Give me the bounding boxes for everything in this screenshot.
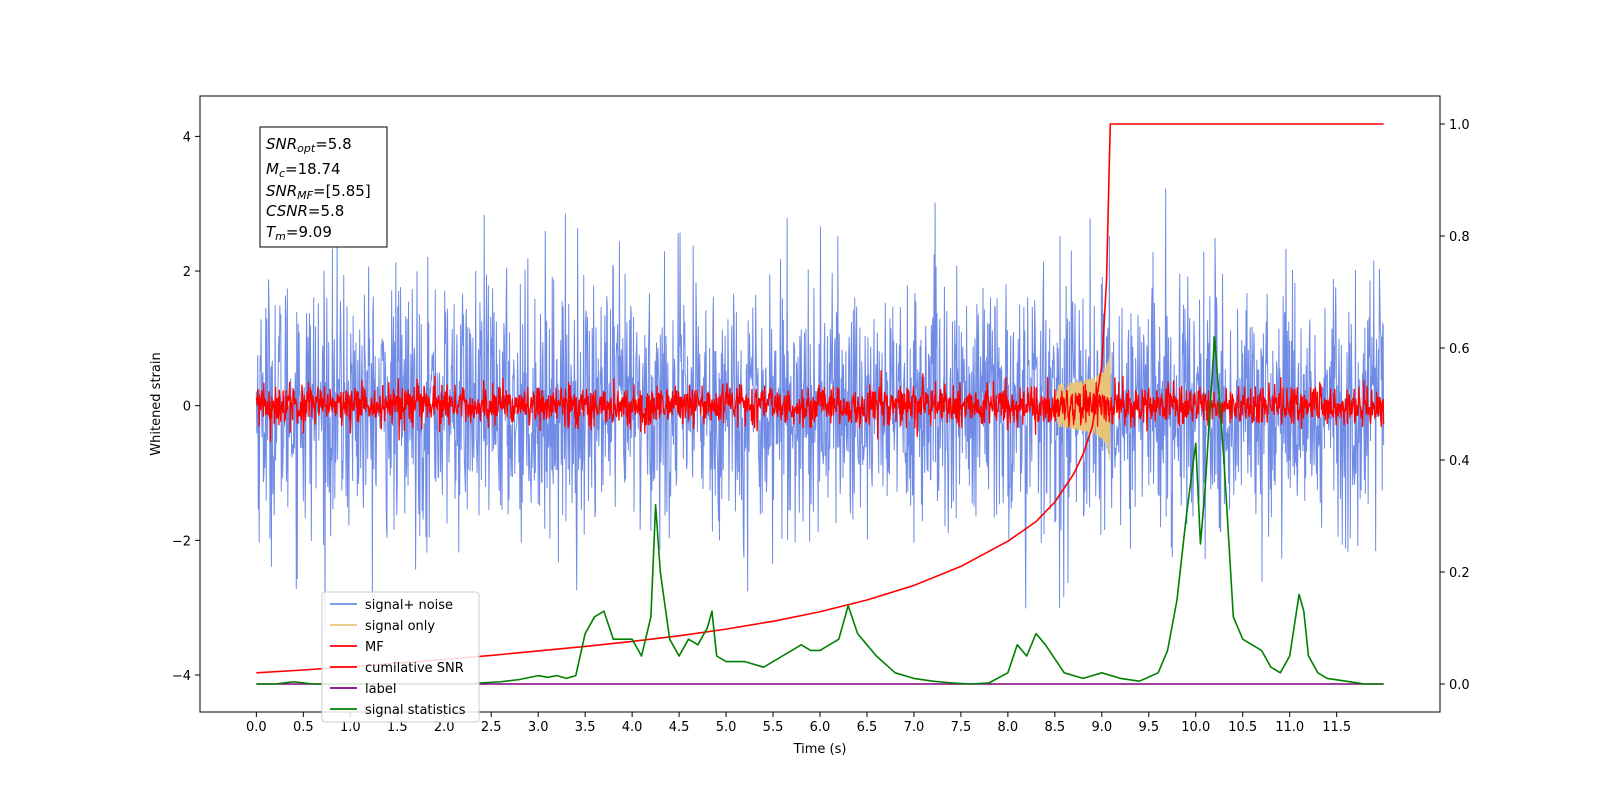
- x-axis-label: Time (s): [793, 742, 847, 757]
- annotation-mc: Mc=18.74: [266, 160, 341, 180]
- legend-label: signal statistics: [365, 703, 466, 718]
- x-tick-label: 0.0: [246, 720, 267, 735]
- series-signal-statistics: [256, 336, 1384, 685]
- annotation-snr-opt: SNRopt=5.8: [266, 135, 352, 155]
- x-tick-label: 3.0: [528, 720, 549, 735]
- annotation-box: SNRopt=5.8 Mc=18.74 SNRMF=[5.85] CSNR=5.…: [259, 126, 388, 248]
- annotation-snr-mf: SNRMF=[5.85]: [266, 182, 371, 202]
- x-tick-label: 10.0: [1181, 720, 1210, 735]
- y2-tick-label: 1.0: [1449, 118, 1470, 133]
- y-tick-label: −4: [172, 669, 191, 684]
- legend: signal+ noise signal only MF cumilative SNR…: [321, 591, 480, 723]
- y-tick-label: −2: [172, 534, 191, 549]
- annotation-tm: Tm=9.09: [266, 223, 332, 243]
- x-tick-label: 1.0: [340, 720, 361, 735]
- x-axis-ticks: 0.0 0.5 1.0 1.5 2.0 2.5 3.0 3.5 4.0 4.5 5.0 5.5 6.0 6…: [246, 712, 1351, 735]
- legend-entries: signal+ noise signal only MF cumilative SNR…: [330, 598, 466, 718]
- x-tick-label: 7.5: [951, 720, 972, 735]
- y-axis-ticks: −4 −2 0 2 4: [172, 130, 200, 684]
- y2-tick-label: 0.8: [1449, 230, 1470, 245]
- y-tick-label: 0: [183, 400, 191, 415]
- x-tick-label: 2.0: [434, 720, 455, 735]
- x-tick-label: 11.5: [1322, 720, 1351, 735]
- x-tick-label: 5.5: [763, 720, 784, 735]
- x-tick-label: 9.0: [1091, 720, 1112, 735]
- legend-label: cumilative SNR: [365, 661, 464, 676]
- y2-tick-label: 0.2: [1449, 566, 1470, 581]
- legend-label: signal only: [365, 619, 435, 634]
- x-tick-label: 4.5: [669, 720, 690, 735]
- x-tick-label: 2.5: [481, 720, 502, 735]
- y2-tick-label: 0.0: [1449, 678, 1470, 693]
- x-tick-label: 8.0: [998, 720, 1019, 735]
- x-tick-label: 9.5: [1138, 720, 1159, 735]
- x-tick-label: 6.0: [810, 720, 831, 735]
- legend-label: label: [365, 682, 396, 697]
- x-tick-label: 4.0: [622, 720, 643, 735]
- annotation-frame: [259, 126, 388, 248]
- legend-frame: [321, 591, 480, 723]
- x-tick-label: 0.5: [293, 720, 314, 735]
- y2-tick-label: 0.6: [1449, 342, 1470, 357]
- x-tick-label: 1.5: [387, 720, 408, 735]
- x-tick-label: 8.5: [1045, 720, 1066, 735]
- x-tick-label: 7.0: [904, 720, 925, 735]
- annotation-csnr: CSNR=5.8: [266, 202, 344, 220]
- y-tick-label: 4: [183, 130, 191, 145]
- y-axis-label: Whitened strain: [149, 352, 164, 455]
- x-tick-label: 10.5: [1228, 720, 1257, 735]
- legend-label: MF: [365, 640, 384, 655]
- legend-label: signal+ noise: [365, 598, 453, 613]
- y2-tick-label: 0.4: [1449, 454, 1470, 469]
- x-tick-label: 6.5: [857, 720, 878, 735]
- x-tick-label: 3.5: [575, 720, 596, 735]
- x-tick-label: 5.0: [716, 720, 737, 735]
- y2-axis-ticks: 0.0 0.2 0.4 0.6 0.8 1.0: [1440, 118, 1470, 693]
- y-tick-label: 2: [183, 265, 191, 280]
- x-tick-label: 11.0: [1275, 720, 1304, 735]
- series-mf: [255, 370, 1385, 443]
